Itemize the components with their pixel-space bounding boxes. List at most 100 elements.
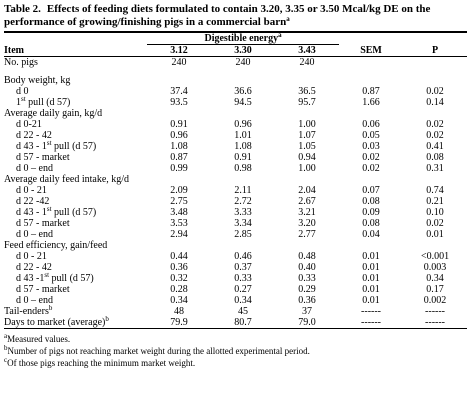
value-cell: 79.9: [147, 317, 211, 329]
value-cell: 2.75: [170, 196, 188, 207]
table-row: d 0-21 0.91 0.96 1.00 0.06 0.02: [4, 119, 467, 130]
item-cell: d 0 – end: [4, 163, 147, 174]
value-cell: 2.77: [298, 229, 316, 240]
value-cell: 3.21: [298, 207, 316, 218]
value-cell: 2.09: [170, 185, 188, 196]
item-text: d 22 - 42: [16, 130, 52, 141]
value-cell: 1.07: [298, 130, 316, 141]
superscript: st: [21, 95, 26, 103]
value-cell: 2.85: [234, 229, 252, 240]
spacer: [4, 68, 467, 75]
item-cell: d 0-21: [4, 119, 147, 130]
section-row: Feed efficiency, gain/feed: [4, 240, 467, 251]
value-cell: ------: [361, 306, 382, 317]
item-cell: d 43 -1st pull (d 57): [4, 272, 147, 285]
value-cell: 1.05: [298, 141, 316, 152]
item-text: 1: [16, 97, 21, 108]
value-cell: 0.08: [426, 152, 444, 163]
value-cell: ------: [403, 317, 468, 329]
item-cell: No. pigs: [4, 57, 147, 68]
value-cell: 0.33: [298, 273, 316, 284]
value-cell: 0.08: [362, 196, 380, 207]
section-heading: Average daily feed intake, kg/d: [4, 174, 130, 185]
value-cell: 0.01: [362, 262, 380, 273]
value-cell: 0.33: [234, 273, 252, 284]
value-cell: 0.01: [362, 251, 380, 262]
value-cell: 2.67: [298, 196, 316, 207]
value-cell: 0.01: [426, 229, 444, 240]
value-cell: 0.01: [362, 284, 380, 295]
value-cell: 0.08: [362, 218, 380, 229]
item-text: d 0 – end: [16, 163, 53, 174]
group-header-text: Digestible energy: [204, 33, 279, 44]
data-table: Digestible energya Item 3.12 3.30 3.43 SEM P …: [4, 31, 468, 329]
superscript: st: [46, 139, 52, 147]
value-cell: 2.11: [234, 185, 252, 196]
value-cell: 0.32: [170, 273, 188, 284]
value-cell: 80.7: [211, 317, 275, 329]
value-cell: 0.36: [298, 295, 316, 306]
value-cell: 240: [299, 57, 315, 68]
table-row: d 0 – end 0.34 0.34 0.36 0.01 0.002: [4, 295, 467, 306]
value-cell: 0.02: [362, 152, 380, 163]
value-cell: 37: [302, 306, 313, 317]
blank: [4, 31, 147, 45]
section-row: Body weight, kg: [4, 75, 467, 86]
value-cell: 0.44: [170, 251, 188, 262]
item-text: d 57 - market: [16, 218, 70, 229]
value-cell: 0.34: [426, 273, 444, 284]
column-header: 3.43: [275, 44, 340, 57]
value-cell: 3.34: [234, 218, 252, 229]
section-heading: Body weight, kg: [4, 75, 71, 86]
value-cell: 2.04: [298, 185, 316, 196]
group-header: Digestible energya: [147, 31, 340, 45]
value-cell: 0.29: [298, 284, 316, 295]
item-cell: d 57 - market: [4, 218, 147, 229]
item-cell: d 22 - 42: [4, 130, 147, 141]
footnote-mark: c: [4, 356, 8, 364]
value-cell: 0.96: [234, 119, 252, 130]
table-label: Table 2.: [4, 3, 41, 15]
item-text: d 22 -42: [16, 196, 50, 207]
value-cell: 0.37: [234, 262, 252, 273]
item-cell: 1st pull (d 57): [4, 95, 147, 109]
value-cell: 0.27: [234, 284, 252, 295]
value-cell: 0.03: [362, 141, 380, 152]
footnote: aMeasured values.: [4, 333, 467, 345]
value-cell: 45: [238, 306, 248, 317]
table-row: Days to market (average)b 79.9 80.7 79.0 ---…: [4, 316, 468, 329]
value-cell: 79.0: [275, 317, 340, 329]
superscript: st: [46, 205, 52, 213]
item-text: d 57 - market: [16, 284, 70, 295]
value-cell: 0.87: [362, 86, 380, 97]
footnote-mark: b: [4, 344, 8, 352]
value-cell: 0.74: [426, 185, 444, 196]
item-cell: Days to market (average)b: [4, 316, 147, 329]
item-text: d 43 -1: [16, 273, 45, 284]
table-row: No. pigs 240 240 240: [4, 57, 467, 68]
value-cell: 1.00: [298, 163, 316, 174]
value-cell: 240: [235, 57, 251, 68]
table-row: d 22 - 42 0.36 0.37 0.40 0.01 0.003: [4, 262, 467, 273]
value-cell: 0.05: [362, 130, 380, 141]
item-cell: d 0 – end: [4, 229, 147, 240]
item-cell: d 43 - 1st pull (d 57): [4, 205, 147, 219]
blank: [339, 31, 404, 45]
value-cell: 0.31: [426, 163, 444, 174]
value-cell: 0.02: [426, 130, 444, 141]
value-cell: 0.003: [423, 262, 447, 273]
item-cell: d 57 - market: [4, 284, 147, 295]
column-header: SEM: [339, 44, 404, 57]
table-row: Tail-endersb 48 45 37 ------ ------: [4, 305, 467, 318]
footnote-text: Measured values.: [7, 334, 71, 344]
value-cell: 0.46: [234, 251, 252, 262]
column-header: 3.30: [211, 44, 275, 57]
value-cell: 0.07: [362, 185, 380, 196]
value-cell: 3.33: [234, 207, 252, 218]
item-text: d 57 - market: [16, 152, 70, 163]
item-text: d 0 – end: [16, 229, 53, 240]
table-row: 1st pull (d 57) 93.5 94.5 95.7 1.66 0.14: [4, 95, 467, 109]
item-text: pull (d 57): [49, 273, 94, 284]
item-text: pull (d 57): [25, 97, 71, 108]
